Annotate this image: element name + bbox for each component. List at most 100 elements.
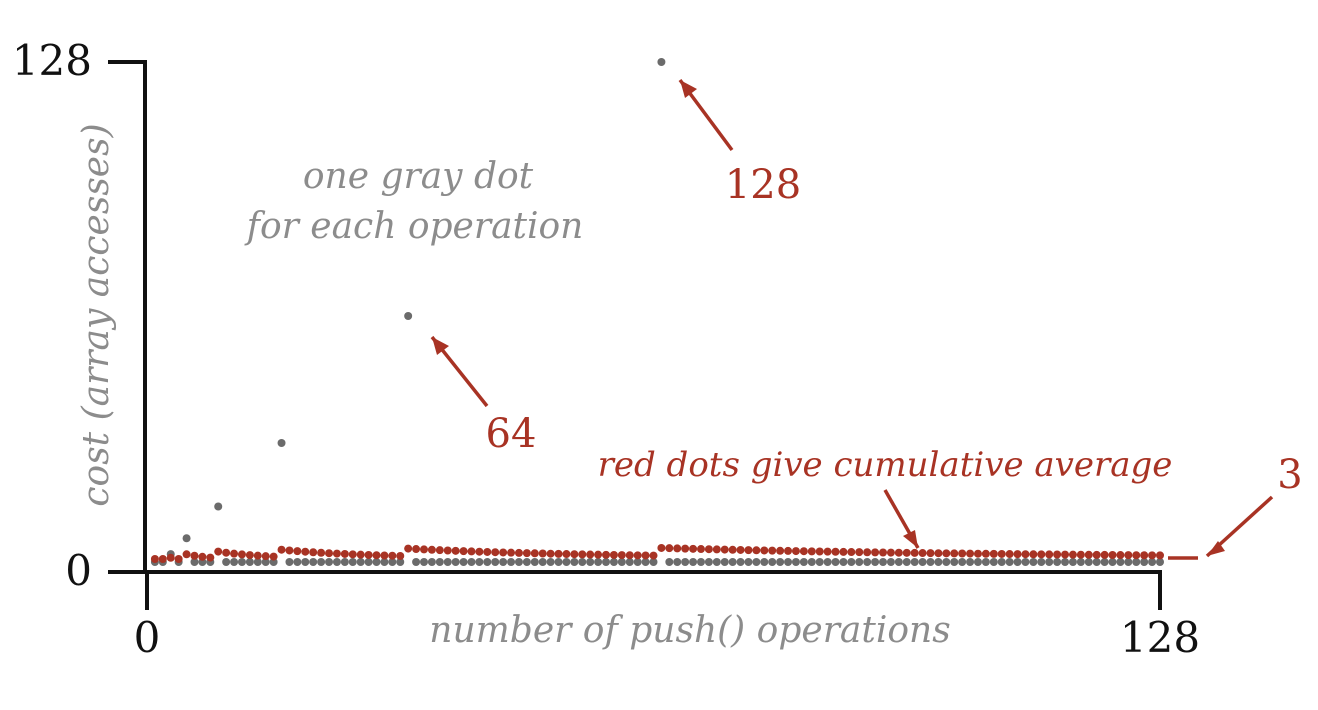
average-dot <box>950 549 959 558</box>
average-dot <box>158 555 167 563</box>
cost-dot <box>1132 558 1141 566</box>
average-dot <box>1100 550 1109 559</box>
average-dot <box>989 549 998 558</box>
average-dot <box>799 547 808 556</box>
x-tick-label-left: 0 <box>134 613 161 662</box>
label-128: 128 <box>725 162 801 208</box>
cost-dot <box>222 558 231 566</box>
average-dot <box>918 549 927 558</box>
cost-dot <box>752 558 761 566</box>
cost-dot <box>237 558 246 566</box>
cost-dot <box>459 558 468 566</box>
cost-dot <box>586 558 595 566</box>
cost-dot <box>404 312 413 320</box>
average-dot <box>1140 551 1149 560</box>
label-3: 3 <box>1277 452 1302 498</box>
average-dot <box>807 547 816 556</box>
average-dot <box>973 549 982 558</box>
average-dot <box>847 548 856 557</box>
cost-dot <box>958 558 967 566</box>
arrow-128-head <box>680 80 697 98</box>
average-dot <box>879 548 888 557</box>
cost-dot <box>871 558 880 566</box>
cost-dot <box>1084 558 1093 566</box>
cost-dot <box>253 558 262 566</box>
cost-dot <box>562 558 571 566</box>
average-dot <box>372 551 381 560</box>
cost-dot <box>894 558 903 566</box>
cost-dot <box>214 502 223 511</box>
average-dot <box>285 546 294 555</box>
average-dot <box>736 545 745 554</box>
average-dot <box>277 545 286 554</box>
average-dot <box>269 552 278 561</box>
cost-dot <box>1124 558 1133 566</box>
average-dot <box>633 551 642 560</box>
cost-dot <box>427 558 436 566</box>
average-dot <box>412 545 421 554</box>
average-dot <box>586 550 595 559</box>
cost-dot <box>712 558 721 566</box>
cost-dot <box>230 558 239 566</box>
average-dot <box>681 544 690 553</box>
average-dot <box>514 548 523 557</box>
average-dot <box>966 549 975 558</box>
average-dot <box>641 551 650 560</box>
cost-dot <box>973 558 982 566</box>
average-dot <box>309 548 318 557</box>
average-dot <box>1108 550 1117 559</box>
average-dot <box>1084 550 1093 559</box>
cost-dot <box>1061 558 1070 566</box>
average-dot <box>538 549 547 558</box>
cost-dot <box>412 558 421 566</box>
average-dot <box>768 546 777 555</box>
cost-dot <box>1053 558 1062 566</box>
cost-dot <box>554 558 563 566</box>
cost-dot <box>419 558 428 566</box>
cost-dot <box>293 558 302 566</box>
cost-dot <box>784 558 793 566</box>
average-dot <box>293 547 302 556</box>
average-dot <box>609 550 618 559</box>
average-dot <box>499 548 508 557</box>
red-note: red dots give cumulative average <box>598 445 1173 485</box>
cost-dot <box>981 558 990 566</box>
cost-dot <box>633 558 642 566</box>
average-dot <box>261 552 270 561</box>
cost-dot <box>546 558 555 566</box>
average-dot <box>704 545 713 554</box>
cost-dot <box>1148 558 1157 566</box>
gray-note-line2: for each operation <box>244 206 584 247</box>
average-dot <box>317 548 326 557</box>
cost-dot <box>570 558 579 566</box>
average-dot <box>578 550 587 559</box>
average-dot <box>435 546 444 555</box>
arrow-64-head <box>432 337 449 355</box>
average-dot <box>902 548 911 557</box>
average-dot <box>451 546 460 555</box>
average-dot <box>475 547 484 556</box>
gray-note-line1: one gray dot <box>303 156 534 197</box>
cost-dot <box>879 558 888 566</box>
average-dot <box>855 548 864 557</box>
average-dot <box>546 549 555 558</box>
cost-dot <box>332 558 341 566</box>
average-dot <box>150 555 159 563</box>
average-dot <box>467 547 476 556</box>
average-dot <box>214 547 223 556</box>
average-dot <box>522 549 531 558</box>
average-dot <box>1132 551 1141 560</box>
average-dot <box>617 551 626 560</box>
cost-dot <box>467 558 476 566</box>
cost-dot <box>1045 558 1054 566</box>
x-axis-title: number of push() operations <box>429 610 950 651</box>
average-dot <box>784 546 793 555</box>
average-dot <box>776 546 785 555</box>
cost-dot <box>815 558 824 566</box>
cost-dot <box>364 558 373 566</box>
cost-dot <box>475 558 484 566</box>
cost-dot <box>507 558 516 566</box>
average-dot <box>657 543 666 552</box>
cost-dot <box>855 558 864 566</box>
arrow-average-head <box>903 530 918 548</box>
